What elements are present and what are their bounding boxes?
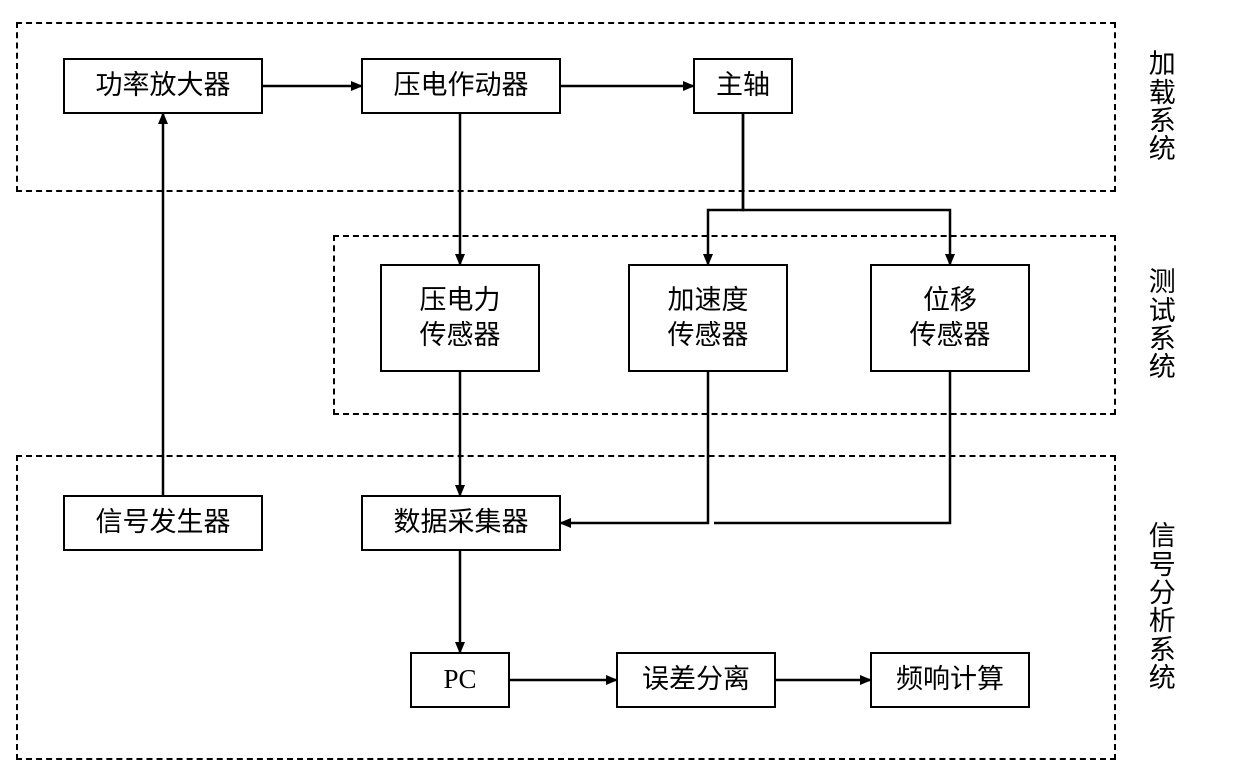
region-testing-label: 测试系统 [1146,268,1178,381]
node-label: 压电力传感器 [420,283,501,353]
node-piezo-actuator: 压电作动器 [361,58,561,114]
region-loading-label: 加载系统 [1146,50,1178,163]
diagram-canvas: 加载系统 测试系统 信号分析系统 功率放大器 压电作动器 主轴 压电力传感器 加… [0,0,1240,777]
node-spindle: 主轴 [693,58,793,114]
node-label: 压电作动器 [394,68,529,103]
node-force-sensor: 压电力传感器 [380,264,540,372]
node-pc: PC [410,652,510,708]
node-error-separation: 误差分离 [616,652,776,708]
node-label: 功率放大器 [96,68,231,103]
node-label: 频响计算 [896,662,1004,697]
node-label: 主轴 [716,68,770,103]
node-label: 信号发生器 [96,505,231,540]
node-label: 数据采集器 [394,505,529,540]
node-freq-response: 频响计算 [870,652,1030,708]
node-disp-sensor: 位移传感器 [870,264,1030,372]
node-label: PC [443,662,476,697]
node-accel-sensor: 加速度传感器 [628,264,788,372]
node-signal-generator: 信号发生器 [63,495,263,551]
node-data-acquisition: 数据采集器 [361,495,561,551]
node-label: 加速度传感器 [668,283,749,353]
node-label: 位移传感器 [910,283,991,353]
node-label: 误差分离 [642,662,750,697]
region-analysis-label: 信号分析系统 [1146,522,1178,692]
node-power-amplifier: 功率放大器 [63,58,263,114]
